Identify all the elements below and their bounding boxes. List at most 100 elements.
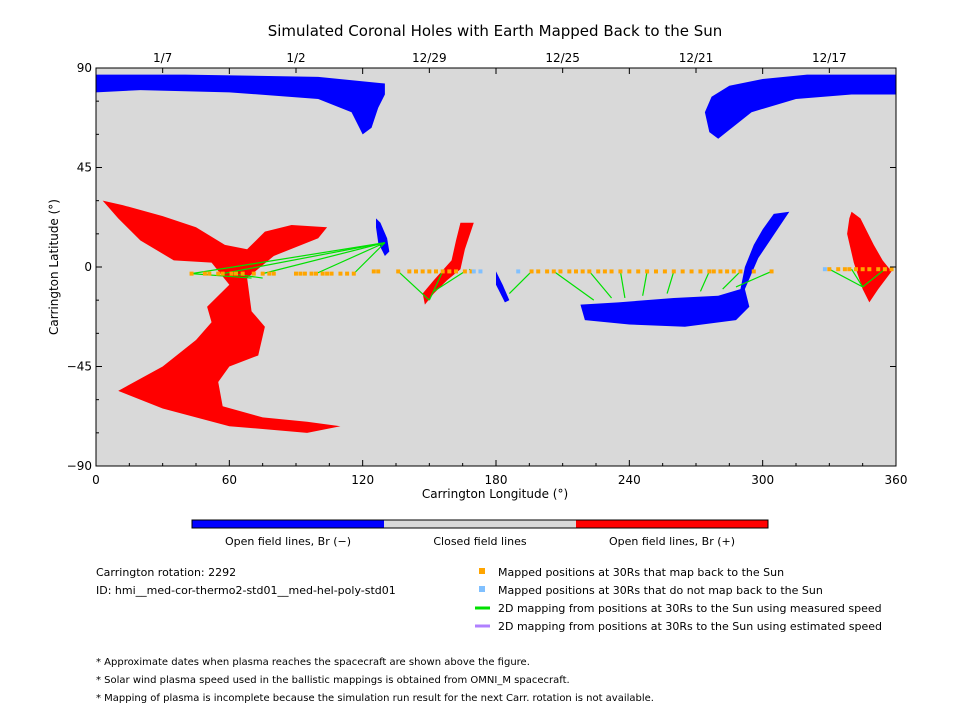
mapped-point-no-map-back	[822, 267, 827, 272]
x-tick-label: 300	[751, 473, 774, 487]
x-tick-label: 180	[485, 473, 508, 487]
mapped-point-map-back	[251, 271, 256, 276]
coronal-hole-negative-3	[376, 218, 390, 256]
date-tick-label: 1/7	[153, 51, 172, 65]
mapped-point-map-back	[345, 271, 350, 276]
mapped-point-map-back	[889, 267, 894, 272]
mapped-point-map-back	[469, 269, 474, 274]
mapping-line-measured	[191, 242, 385, 275]
chart-title: Simulated Coronal Holes with Earth Mappe…	[268, 22, 723, 40]
mapped-point-map-back	[376, 269, 381, 274]
mapped-point-map-back	[320, 271, 325, 276]
mapped-point-map-back	[414, 269, 418, 274]
mapped-point-map-back	[440, 269, 445, 274]
mapped-point-map-back	[260, 271, 265, 276]
mapping-line-measured	[315, 242, 386, 275]
run-id-label: ID: hmi__med-cor-thermo2-std01__med-hel-…	[96, 584, 396, 597]
footnote-3: * Mapping of plasma is incomplete becaus…	[96, 693, 654, 704]
mapped-point-map-back	[567, 269, 572, 274]
mapping-line-measured	[191, 273, 252, 279]
mapped-point-map-back	[298, 271, 303, 276]
mapped-point-map-back	[842, 267, 847, 272]
mapped-point-map-back	[854, 267, 858, 272]
date-tick-label: 12/21	[679, 51, 714, 65]
mapped-point-map-back	[447, 269, 452, 274]
mapped-point-map-back	[294, 271, 298, 276]
date-tick-label: 12/17	[812, 51, 847, 65]
coronal-hole-positive-7	[847, 211, 892, 303]
mapped-point-map-back	[707, 269, 712, 274]
coronal-hole-positive-4	[422, 222, 474, 305]
y-tick-label: 90	[77, 61, 92, 75]
mapped-point-map-back	[827, 267, 832, 272]
y-tick-label: 0	[84, 260, 92, 274]
mapped-point-map-back	[596, 269, 601, 274]
mapped-point-map-back	[847, 267, 852, 272]
mapped-point-map-back	[876, 267, 881, 272]
mapped-point-map-back	[220, 271, 225, 276]
coronal-hole-negative-6	[580, 211, 790, 327]
mapped-point-map-back	[396, 269, 401, 274]
mapping-line-measured	[619, 271, 626, 299]
mapped-point-map-back	[267, 271, 272, 276]
mapped-point-map-back	[680, 269, 685, 274]
mapped-point-map-back	[216, 271, 221, 276]
y-tick-label: 45	[77, 161, 92, 175]
mapped-point-map-back	[271, 271, 276, 276]
mapped-point-map-back	[371, 269, 376, 274]
mapped-point-map-back	[580, 269, 585, 274]
mapped-point-map-back	[609, 269, 614, 274]
coronal-hole-negative-0	[96, 74, 385, 135]
mapping-line-measured	[433, 270, 466, 292]
mapping-line-measured	[397, 270, 430, 301]
mapped-point-map-back	[867, 267, 872, 272]
x-tick-label: 240	[618, 473, 641, 487]
mapped-point-map-back	[454, 269, 458, 274]
mapped-point-map-back	[545, 269, 550, 274]
mapping-line-measured	[862, 268, 886, 288]
mapped-point-map-back	[725, 269, 730, 274]
mapped-point-map-back	[309, 271, 314, 276]
mapping-line-measured	[353, 242, 386, 275]
mapped-point-map-back	[325, 271, 330, 276]
mapped-point-map-back	[645, 269, 650, 274]
coronal-hole-negative-1	[704, 74, 896, 139]
y-tick-label: −90	[67, 459, 92, 473]
mapping-line-measured	[722, 270, 741, 290]
mapped-point-map-back	[738, 269, 743, 274]
legend-swatch	[479, 568, 485, 574]
mapped-point-map-back	[836, 267, 841, 272]
mapped-point-map-back	[689, 269, 694, 274]
mapped-point-map-back	[529, 269, 534, 274]
mapped-point-map-back	[618, 269, 623, 274]
mapping-line-measured	[588, 271, 613, 299]
mapping-line-measured	[428, 271, 444, 301]
legend-label: 2D mapping from positions at 30Rs to the…	[498, 620, 882, 633]
mapped-point-map-back	[427, 269, 432, 274]
date-tick-label: 1/2	[286, 51, 305, 65]
mapped-point-map-back	[229, 271, 234, 276]
mapping-line-measured	[642, 271, 648, 296]
mapped-point-map-back	[558, 269, 563, 274]
mapping-line-measured	[508, 270, 532, 294]
mapped-point-map-back	[602, 269, 607, 274]
coronal-hole-positive-2	[102, 200, 341, 433]
mapping-line-measured	[222, 242, 386, 275]
mapping-line-measured	[262, 242, 386, 275]
x-tick-label: 120	[351, 473, 374, 487]
colorbar-frame	[191, 519, 769, 529]
mapped-point-map-back	[574, 269, 578, 274]
mapped-point-map-back	[202, 271, 207, 276]
mapped-point-map-back	[462, 269, 467, 274]
mapped-point-map-back	[698, 269, 703, 274]
mapped-point-map-back	[718, 269, 723, 274]
colorbar: Open field lines, Br (−) Closed field lin…	[191, 519, 769, 548]
legend-label: Mapped positions at 30Rs that do not map…	[498, 584, 823, 597]
date-tick-label: 12/25	[545, 51, 580, 65]
mapped-point-map-back	[234, 271, 238, 276]
mapping-line-measured	[735, 270, 772, 288]
coronal-hole-negative-5	[496, 271, 510, 303]
mapped-point-map-back	[654, 269, 658, 274]
mapped-point-map-back	[302, 271, 307, 276]
